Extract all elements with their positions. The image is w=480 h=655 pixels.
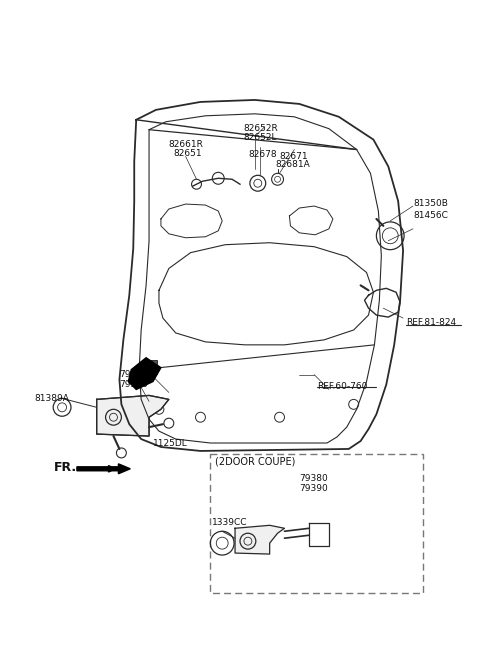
Text: 79380: 79380 <box>300 474 328 483</box>
Text: 82681A: 82681A <box>276 160 311 170</box>
Text: 81456C: 81456C <box>413 211 448 220</box>
Text: 82652R: 82652R <box>243 124 278 133</box>
Text: 79390: 79390 <box>300 483 328 493</box>
Polygon shape <box>128 358 161 390</box>
Bar <box>210 454 423 593</box>
Text: 81389A: 81389A <box>35 394 69 403</box>
Text: 1339CC: 1339CC <box>212 518 248 527</box>
Bar <box>149 360 157 373</box>
Text: 82661R: 82661R <box>169 140 204 149</box>
Text: 82651: 82651 <box>174 149 203 158</box>
Text: REF.81-824: REF.81-824 <box>406 318 456 327</box>
Text: (2DOOR COUPE): (2DOOR COUPE) <box>216 457 296 467</box>
Text: 82678: 82678 <box>248 149 276 159</box>
Text: 81350B: 81350B <box>413 199 448 208</box>
Text: 79390: 79390 <box>120 379 148 388</box>
Text: FR.: FR. <box>54 461 77 474</box>
Polygon shape <box>235 525 285 554</box>
Polygon shape <box>96 396 169 436</box>
Text: 79380: 79380 <box>120 369 148 379</box>
Text: 82652L: 82652L <box>243 133 276 141</box>
FancyArrow shape <box>77 464 130 474</box>
Text: 1125DL: 1125DL <box>153 439 188 448</box>
Text: 82671: 82671 <box>279 151 308 160</box>
Text: REF.60-760: REF.60-760 <box>317 382 368 390</box>
